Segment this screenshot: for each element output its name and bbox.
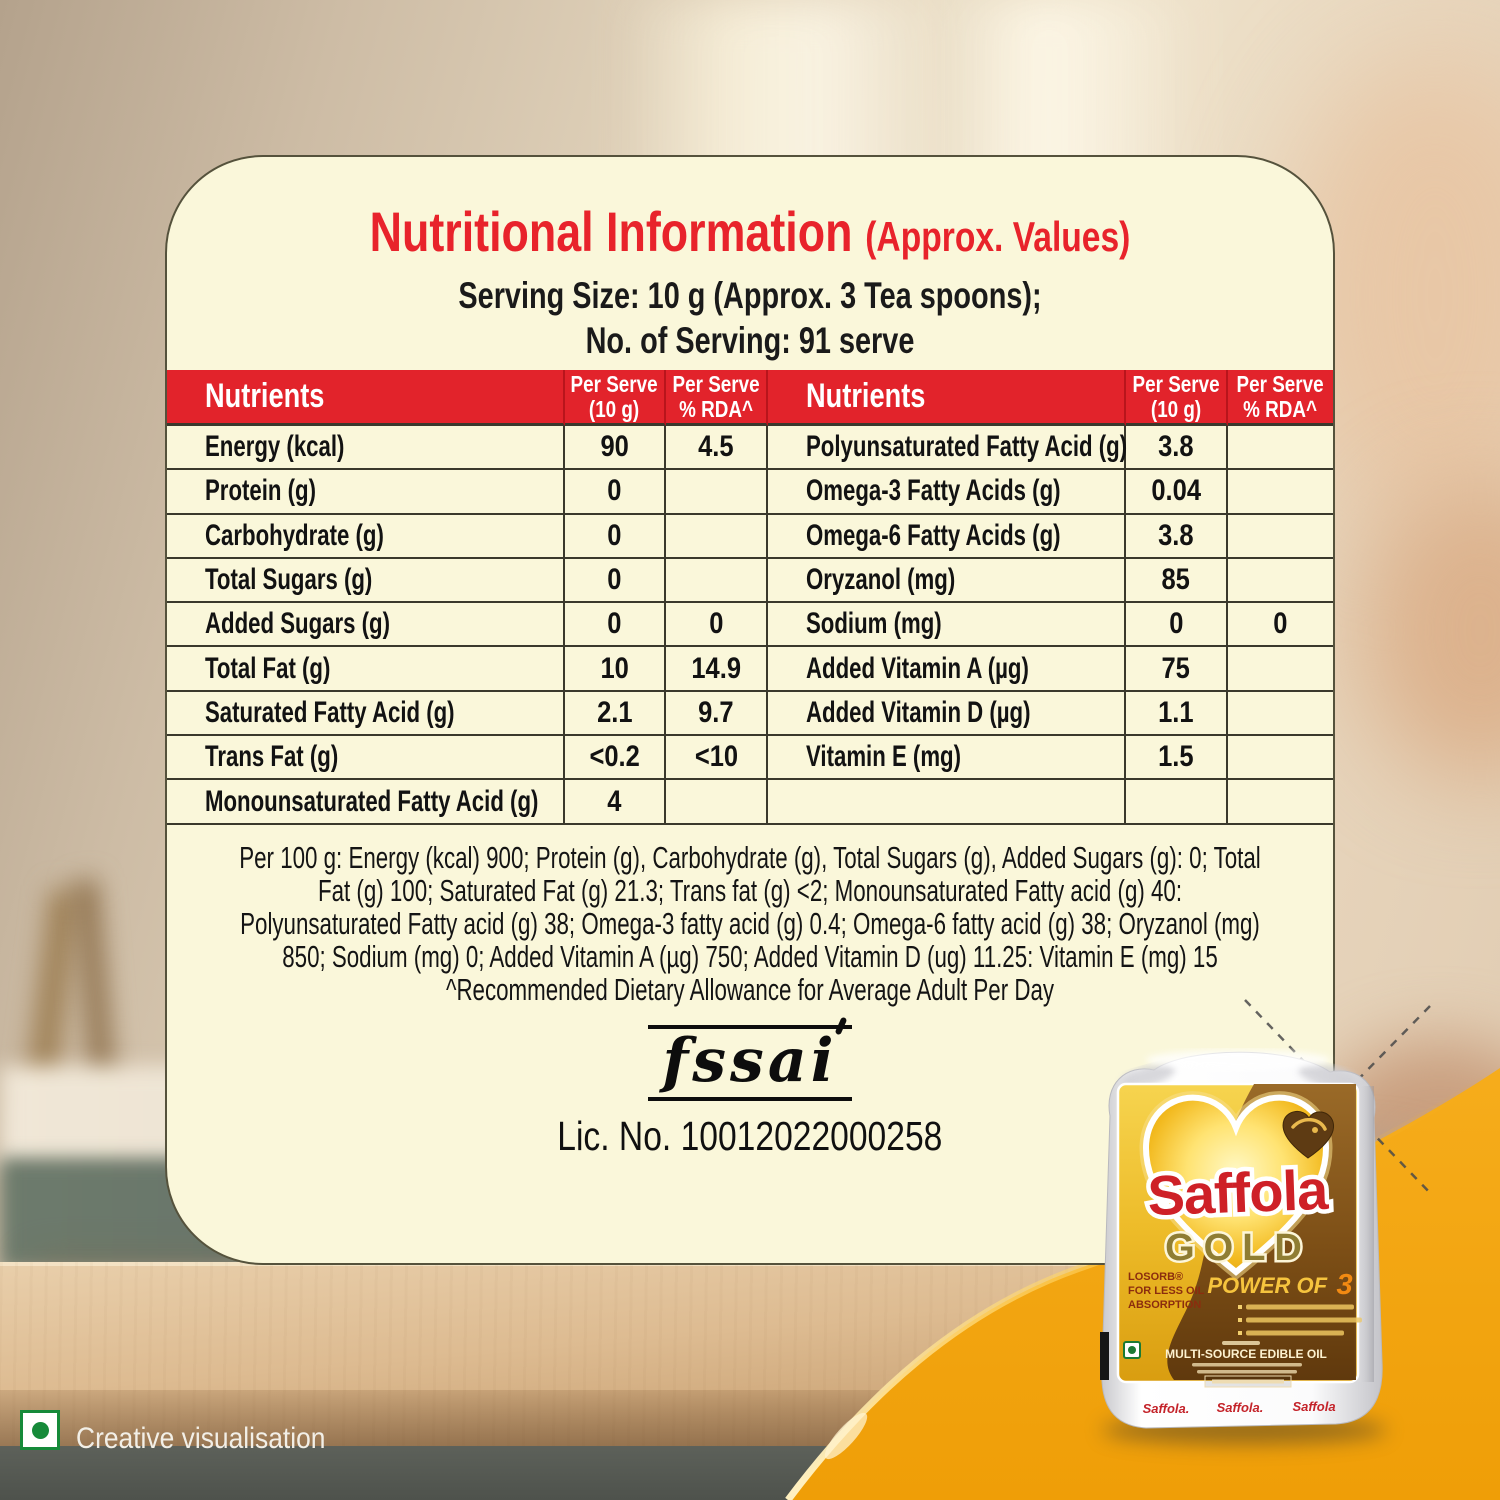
rda-footnote: ^Recommended Dietary Allowance for Avera… xyxy=(445,972,1055,1007)
table-cell: 0 xyxy=(666,603,768,648)
losorb-line: ABSORPTION xyxy=(1128,1299,1201,1311)
header-per-serve-right: Per Serve (10 g) xyxy=(1126,370,1228,426)
table-cell: 10 xyxy=(565,647,666,692)
table-row: Added Sugars (g) xyxy=(167,603,565,648)
table-row xyxy=(768,780,1126,825)
table-cell: 3.8 xyxy=(1126,426,1228,471)
table-cell xyxy=(666,558,768,604)
per-100g-line: Fat (g) 100; Saturated Fat (g) 21.3; Tra… xyxy=(317,873,1183,908)
table-cell: 2.1 xyxy=(565,691,666,737)
fssai-block: fssai Lic. No. 10012022000258 xyxy=(167,1016,1333,1160)
table-cell: 0 xyxy=(565,514,666,559)
table-row: Omega-6 Fatty Acids (g) xyxy=(768,514,1126,559)
bottom-brand: Saffola. xyxy=(1217,1400,1264,1415)
table-cell xyxy=(1228,470,1333,515)
fssai-license-number: Lic. No. 10012022000258 xyxy=(557,1113,943,1159)
table-cell: 75 xyxy=(1126,647,1228,692)
table-cell: <0.2 xyxy=(565,736,666,781)
bottom-brand: Saffola. xyxy=(1143,1401,1190,1416)
table-row: Protein (g) xyxy=(167,470,565,515)
table-cell: 9.7 xyxy=(666,691,768,737)
pouch-brand: Saffola xyxy=(1146,1158,1330,1227)
table-cell xyxy=(1126,780,1228,825)
header-nutrients-right: Nutrients xyxy=(768,370,1126,426)
table-cell: 0 xyxy=(1126,603,1228,648)
bottom-brand: Saffola xyxy=(1292,1399,1335,1414)
table-row: Trans Fat (g) xyxy=(167,736,565,781)
per-100g-line: Polyunsaturated Fatty acid (g) 38; Omega… xyxy=(240,906,1260,941)
table-row: Total Fat (g) xyxy=(167,647,565,692)
table-cell: 85 xyxy=(1126,558,1228,604)
table-cell: 1.5 xyxy=(1126,736,1228,781)
table-cell: 0 xyxy=(565,470,666,515)
saffola-heart-mark xyxy=(1282,1111,1335,1159)
table-cell: 3.8 xyxy=(1126,514,1228,559)
table-cell: 0 xyxy=(565,603,666,648)
header-rda-right: Per Serve% RDA^ xyxy=(1228,370,1333,426)
header-rda-left: Per Serve% RDA^ xyxy=(666,370,768,426)
table-cell: 1.1 xyxy=(1126,691,1228,737)
veg-symbol xyxy=(1123,1341,1141,1359)
power-of-label: POWER OF xyxy=(1207,1273,1327,1298)
table-cell xyxy=(666,470,768,515)
table-cell xyxy=(1228,647,1333,692)
table-cell: 14.9 xyxy=(666,647,768,692)
table-row: Added Vitamin D (µg) xyxy=(768,691,1126,737)
table-row: Sodium (mg) xyxy=(768,603,1126,648)
pouch-variant: GOLD xyxy=(1165,1227,1311,1269)
table-cell xyxy=(1228,692,1333,737)
per-100g-line: Per 100 g: Energy (kcal) 900; Protein (g… xyxy=(239,840,1261,875)
table-row: Polyunsaturated Fatty Acid (g) xyxy=(768,426,1127,471)
table-cell: 0.04 xyxy=(1126,470,1228,515)
multi-source-label: MULTI-SOURCE EDIBLE OIL xyxy=(1165,1347,1327,1361)
table-row: Monounsaturated Fatty Acid (g) xyxy=(167,780,565,825)
table-cell xyxy=(1228,780,1333,825)
header-per-serve-left: Per Serve (10 g) xyxy=(565,370,666,426)
fssai-logo: fssai xyxy=(648,1016,852,1101)
table-row: Omega-3 Fatty Acids (g) xyxy=(768,470,1126,515)
veg-dot xyxy=(31,1421,49,1439)
power-of-number: 3 xyxy=(1337,1269,1353,1301)
creative-visualisation-note: Creative visualisation xyxy=(76,1422,326,1455)
table-row: Vitamin E (mg) xyxy=(768,736,1126,781)
saffola-gold-pouch: Saffola GOLD LOSORB® FOR LESS OIL ABSORP… xyxy=(1100,1050,1383,1429)
table-row: Oryzanol (mg) xyxy=(768,558,1126,604)
table-row: Total Sugars (g) xyxy=(167,558,565,604)
table-cell xyxy=(666,514,768,559)
header-nutrients-left: Nutrients xyxy=(167,370,565,426)
table-cell xyxy=(1228,736,1333,781)
title-approx-values: (Approx. Values) xyxy=(865,213,1131,260)
per-100g-paragraph: Per 100 g: Energy (kcal) 900; Protein (g… xyxy=(217,841,1283,1006)
title-main: Nutritional Information xyxy=(369,200,853,263)
card-title: Nutritional Information (Approx. Values) xyxy=(284,199,1217,264)
nutrition-table: Nutrients Per Serve (10 g) Per Serve% RDA… xyxy=(167,370,1333,825)
table-cell xyxy=(666,780,768,825)
veg-symbol-footer xyxy=(20,1410,60,1450)
table-cell: <10 xyxy=(666,736,768,781)
table-cell: 4 xyxy=(565,780,666,825)
batch-code-bar xyxy=(1100,1332,1109,1380)
table-row: Added Vitamin A (µg) xyxy=(768,647,1126,692)
table-row: Carbohydrate (g) xyxy=(167,514,565,559)
table-cell: 90 xyxy=(565,426,666,471)
table-row: Energy (kcal) xyxy=(167,426,565,471)
svg-text:POWER OF 3: POWER OF 3 xyxy=(1207,1269,1352,1301)
table-cell xyxy=(1228,426,1333,471)
per-100g-line: 850; Sodium (mg) 0; Added Vitamin A (µg)… xyxy=(282,939,1218,974)
table-cell xyxy=(1228,515,1333,559)
table-cell: 4.5 xyxy=(666,426,768,471)
table-cell xyxy=(1228,559,1333,604)
heart-emblem xyxy=(1142,1094,1330,1276)
table-cell: 0 xyxy=(565,558,666,604)
serving-count-line: No. of Serving: 91 serve xyxy=(585,320,915,361)
table-row: Saturated Fatty Acid (g) xyxy=(167,691,565,737)
losorb-line: LOSORB® xyxy=(1128,1271,1183,1283)
table-cell: 0 xyxy=(1228,603,1333,648)
losorb-line: FOR LESS OIL xyxy=(1128,1285,1205,1297)
serving-size-line: Serving Size: 10 g (Approx. 3 Tea spoons… xyxy=(458,275,1042,316)
